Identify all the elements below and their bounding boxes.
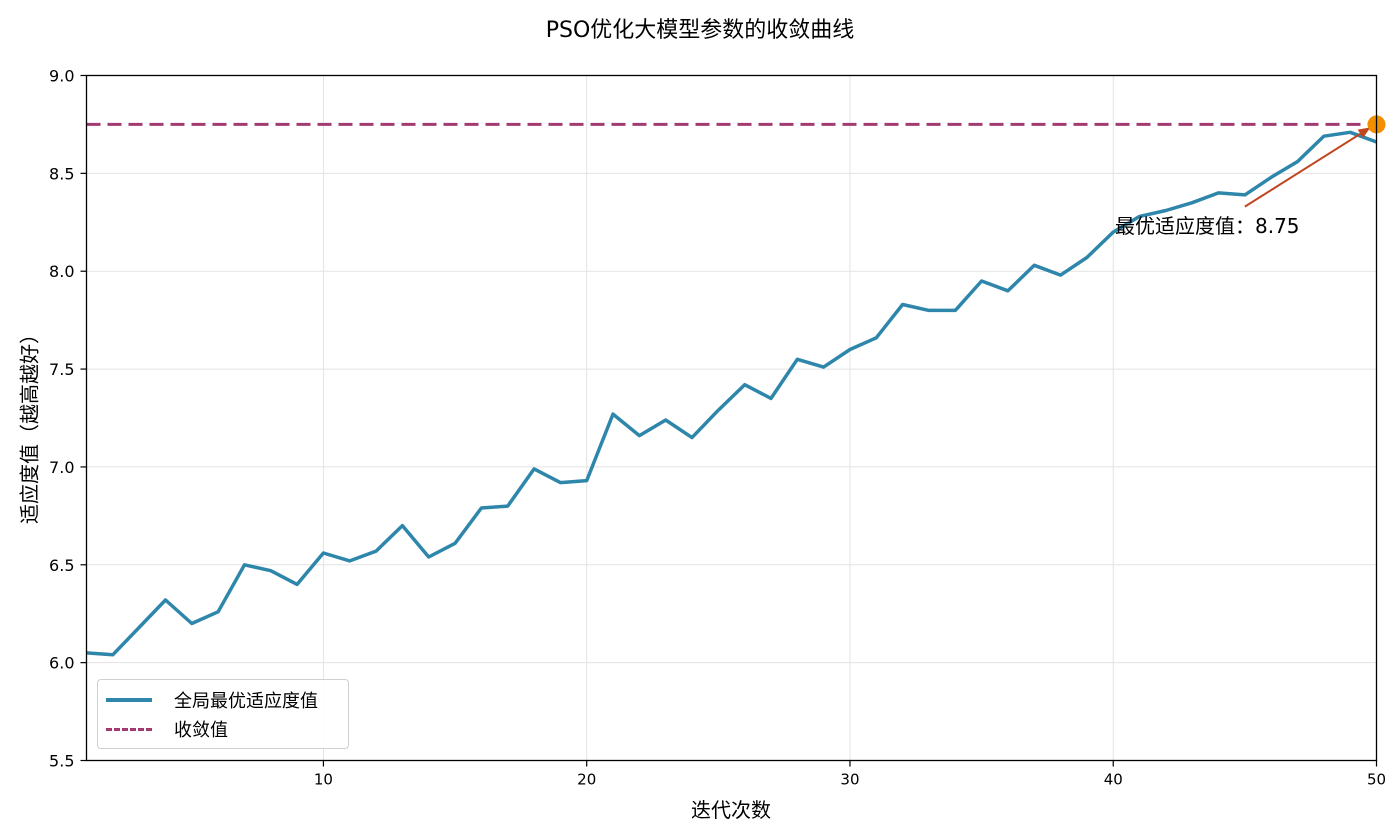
legend: 全局最优适应度值 收敛值 xyxy=(97,679,349,749)
solid-line-icon xyxy=(106,698,152,702)
x-tick-label: 30 xyxy=(840,771,859,789)
legend-item-fitness: 全局最优适应度值 xyxy=(106,687,318,713)
x-axis-label: 迭代次数 xyxy=(691,798,771,822)
legend-label: 全局最优适应度值 xyxy=(174,691,318,712)
y-tick-label: 5.5 xyxy=(49,752,74,771)
dashed-line-icon xyxy=(106,727,152,731)
y-tick-label: 7.5 xyxy=(49,360,74,379)
y-axis-label: 适应度值（越高越好） xyxy=(17,324,42,524)
y-tick-label: 6.0 xyxy=(49,654,74,673)
y-tick-label: 6.5 xyxy=(49,556,74,575)
y-tick-label: 7.0 xyxy=(49,458,74,477)
best-value-annotation: 最优适应度值：8.75 xyxy=(1115,214,1300,238)
legend-label: 收敛值 xyxy=(174,720,228,741)
y-tick-label: 9.0 xyxy=(49,67,74,86)
grid-lines xyxy=(86,75,1377,761)
annotation-arrow xyxy=(1244,126,1372,208)
y-tick-label: 8.0 xyxy=(49,262,74,281)
chart-title: PSO优化大模型参数的收敛曲线 xyxy=(545,18,855,43)
x-tick-label: 40 xyxy=(1104,771,1123,789)
x-tick-label: 20 xyxy=(577,771,596,789)
y-tick-label: 8.5 xyxy=(49,164,74,183)
x-tick-label: 50 xyxy=(1367,771,1386,789)
x-tick-label: 10 xyxy=(314,771,333,789)
plot-frame xyxy=(85,74,1378,762)
axis-ticks: 10 20 30 40 50 5.5 6.0 6.5 7.0 7.5 8.0 8.5 9.0 xyxy=(49,67,1386,789)
fitness-curve xyxy=(86,130,1378,657)
arrow-head-icon xyxy=(1357,127,1371,139)
legend-item-convergence: 收敛值 xyxy=(106,716,228,742)
